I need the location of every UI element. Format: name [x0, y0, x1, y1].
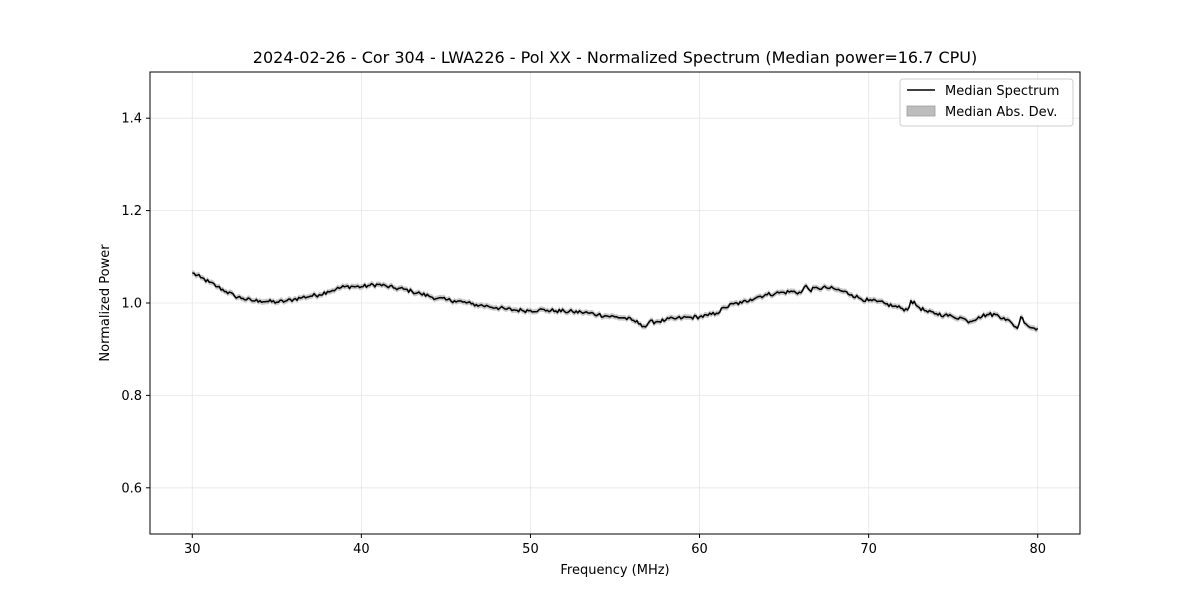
chart-title: 2024-02-26 - Cor 304 - LWA226 - Pol XX -… [253, 48, 977, 67]
y-tick-label: 1.2 [121, 204, 142, 219]
median-abs-dev-band [192, 270, 1038, 333]
x-tick-label: 80 [1029, 542, 1046, 557]
median-spectrum-line [192, 272, 1039, 331]
y-axis-label: Normalized Power [98, 244, 113, 362]
y-tick-label: 0.8 [121, 389, 142, 404]
legend-label-median-spectrum: Median Spectrum [945, 84, 1059, 99]
legend-box [899, 78, 1074, 127]
legend-label-median-abs-dev: Median Abs. Dev. [945, 105, 1057, 120]
x-axis-label: Frequency (MHz) [560, 563, 669, 578]
x-tick-label: 70 [860, 542, 877, 557]
y-tick-label: 1.0 [121, 297, 142, 312]
legend: Median Spectrum Median Abs. Dev. [899, 78, 1074, 127]
x-tick-label: 50 [522, 542, 539, 557]
legend-band-swatch [906, 105, 936, 117]
y-tick-label: 0.6 [121, 481, 142, 496]
y-tick-label: 1.4 [121, 112, 142, 127]
x-tick-label: 30 [184, 542, 201, 557]
x-tick-label: 60 [691, 542, 708, 557]
y-axis-ticks: 0.6 0.8 1.0 1.2 1.4 [121, 112, 150, 496]
x-tick-label: 40 [353, 542, 370, 557]
x-axis-ticks: 30 40 50 60 70 80 [184, 534, 1046, 557]
